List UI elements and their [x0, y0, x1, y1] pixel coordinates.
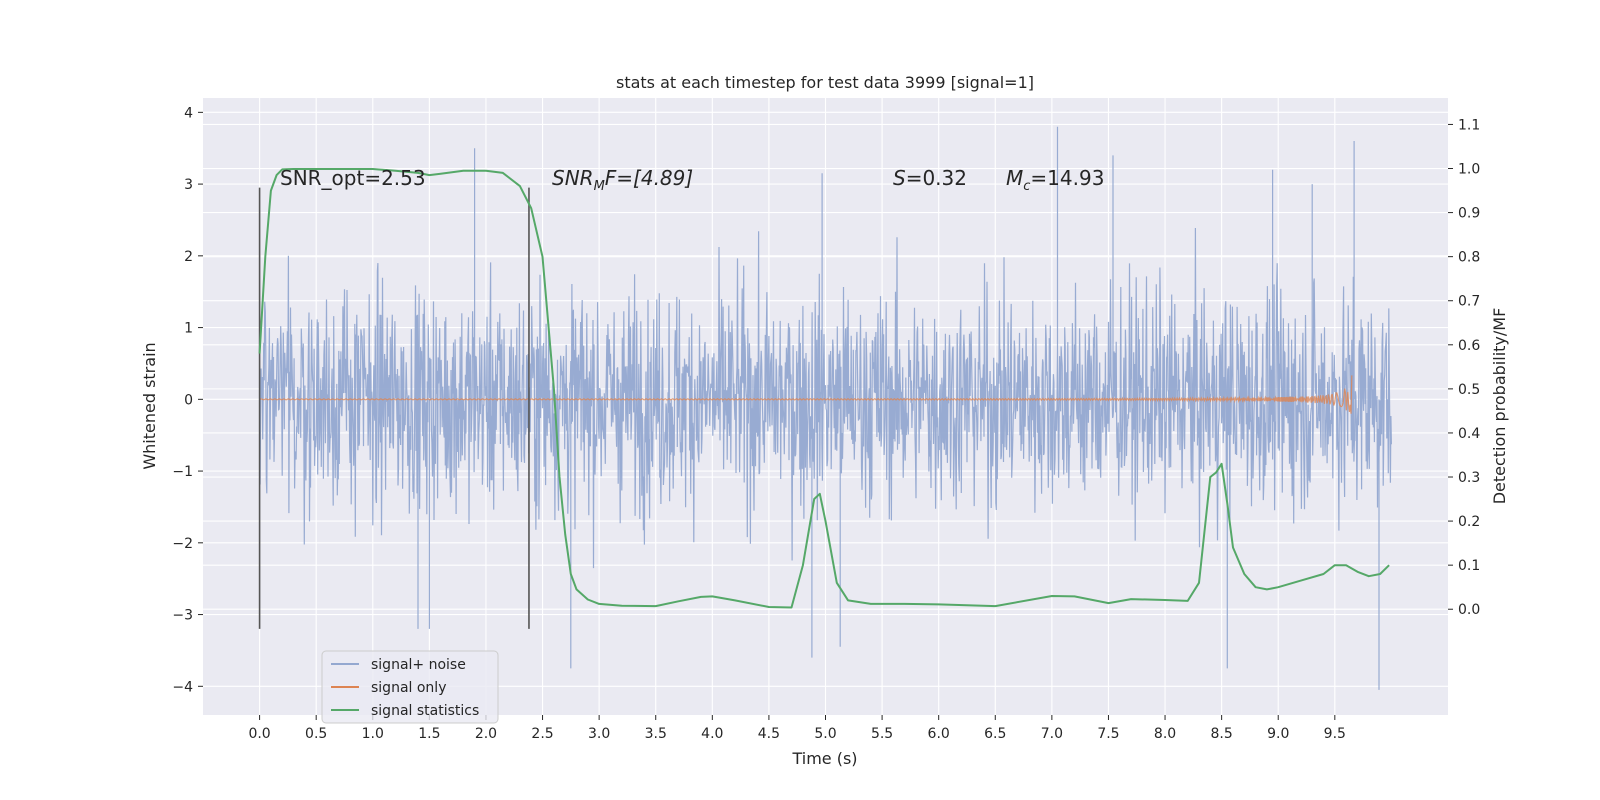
noise-trace [259, 126, 1392, 690]
x-axis-ticks: 0.0 0.5 1.0 1.5 2.0 2.5 3.0 3.5 4.0 4.5 5.0 5.5 6.0 6… [248, 715, 1346, 742]
y2-axis-title: Detection probability/MF [1490, 308, 1509, 505]
noise-series [259, 126, 1392, 690]
x-tick-label: 7.5 [1097, 726, 1119, 742]
y-tick-label: −1 [172, 464, 193, 480]
x-tick-label: 1.0 [362, 726, 384, 742]
legend: signal+ noise signal only signal statist… [321, 650, 499, 724]
signal-only-series [259, 375, 1353, 414]
y2-tick-label: 0.0 [1458, 602, 1480, 618]
x-tick-label: 2.0 [475, 726, 497, 742]
vertical-markers [258, 187, 530, 629]
legend-label-stats: signal statistics [371, 703, 479, 719]
annotation-snr-mf: SNRMF=[4.89] [552, 166, 693, 194]
y2-tick-label: 0.8 [1458, 250, 1480, 266]
signal-statistics-line [258, 168, 1390, 609]
y2-tick-label: 0.4 [1458, 426, 1480, 442]
y2-tick-label: 1.1 [1458, 117, 1480, 133]
legend-label-noise: signal+ noise [371, 657, 466, 673]
annotation-snr-opt: SNR_opt=2.53 [280, 166, 426, 190]
legend-box [321, 650, 499, 724]
x-tick-label: 2.5 [531, 726, 553, 742]
signal-statistics-series [258, 168, 1390, 609]
x-tick-label: 4.0 [701, 726, 723, 742]
x-tick-label: 6.5 [984, 726, 1006, 742]
y-axis-ticks: −4 −3 −2 −1 0 1 2 3 4 [172, 105, 203, 695]
annotation-mc: Mc=14.93 [1006, 166, 1104, 194]
x-tick-label: 9.0 [1267, 726, 1289, 742]
x-tick-label: 7.0 [1041, 726, 1063, 742]
annotation-s: S=0.32 [893, 166, 967, 190]
y-tick-label: −2 [172, 536, 193, 552]
y-tick-label: 0 [184, 392, 193, 408]
x-tick-label: 3.5 [645, 726, 667, 742]
y2-tick-label: 0.1 [1458, 558, 1480, 574]
x-tick-label: 3.0 [588, 726, 610, 742]
y-tick-label: 3 [184, 177, 193, 193]
y2-tick-label: 0.3 [1458, 470, 1480, 486]
signal-only-trace [259, 375, 1353, 414]
y-tick-label: −3 [172, 608, 193, 624]
x-tick-label: 8.0 [1154, 726, 1176, 742]
y2-axis-ticks: 0.0 0.1 0.2 0.3 0.4 0.5 0.6 0.7 0.8 0.9 1.0 1.1 [1448, 117, 1480, 618]
x-tick-label: 6.0 [928, 726, 950, 742]
x-tick-label: 5.5 [871, 726, 893, 742]
x-tick-label: 0.5 [305, 726, 327, 742]
chart-title: stats at each timestep for test data 399… [616, 73, 1034, 92]
x-tick-label: 9.5 [1324, 726, 1346, 742]
x-axis-title: Time (s) [791, 749, 857, 768]
y2-tick-label: 0.5 [1458, 382, 1480, 398]
y2-tick-label: 0.9 [1458, 206, 1480, 222]
x-tick-label: 5.0 [814, 726, 836, 742]
x-tick-label: 8.5 [1211, 726, 1233, 742]
y-tick-label: 1 [184, 321, 193, 337]
x-tick-label: 4.5 [758, 726, 780, 742]
y-axis-title: Whitened strain [140, 342, 159, 469]
y-tick-label: −4 [172, 679, 193, 695]
legend-label-signal: signal only [371, 680, 446, 696]
y2-tick-label: 1.0 [1458, 162, 1480, 178]
y2-tick-label: 0.2 [1458, 514, 1480, 530]
x-tick-label: 0.0 [248, 726, 270, 742]
x-tick-label: 1.5 [418, 726, 440, 742]
y2-tick-label: 0.6 [1458, 338, 1480, 354]
y-tick-label: 2 [184, 249, 193, 265]
y2-tick-label: 0.7 [1458, 294, 1480, 310]
y-tick-label: 4 [184, 105, 193, 121]
